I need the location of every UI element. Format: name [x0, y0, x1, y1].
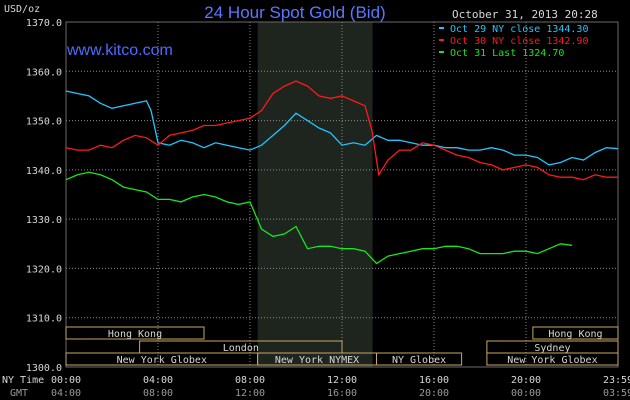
x-tick-label-ny: 16:00: [419, 375, 449, 386]
y-tick-label: 1350.0: [26, 117, 62, 128]
plot-frame: [65, 21, 619, 368]
series-line-2: [65, 171, 573, 265]
legend-entry: Oct 30 NY close 1342.90: [450, 36, 588, 47]
chart-title: 24 Hour Spot Gold (Bid): [204, 3, 385, 22]
x-tick-label-gmt: 00:00: [511, 388, 541, 399]
x-tick-label-ny: 00:00: [51, 375, 81, 386]
y-axis-ticks: 1300.0 1310.0 1320.0 1330.0 1340.0 1350.0 1360…: [26, 18, 62, 374]
x-row-label-gmt: GMT: [10, 388, 28, 399]
session-label: New York Globex: [507, 355, 597, 366]
x-tick-label-ny: 23:59: [603, 375, 630, 386]
y-tick-label: 1370.0: [26, 18, 62, 29]
x-tick-label-ny: 12:00: [327, 375, 357, 386]
y-tick-label: 1310.0: [26, 314, 62, 325]
session-box: [376, 352, 463, 366]
series-lines: [65, 80, 619, 265]
y-axis-label: USD/oz: [4, 4, 40, 15]
x-tick-label-ny: 08:00: [235, 375, 265, 386]
legend-entry: Oct 29 NY close 1344.30: [450, 24, 588, 35]
session-label: New York NYMEX: [275, 355, 359, 366]
session-box: [486, 352, 619, 366]
nymex-shaded-area: [257, 22, 373, 367]
y-tick-label: 1300.0: [26, 363, 62, 374]
legend-swatch: [439, 39, 444, 41]
x-tick-label-gmt: 12:00: [235, 388, 265, 399]
series-line-0: [65, 90, 619, 166]
x-tick-label-gmt: 20:00: [419, 388, 449, 399]
x-tick-label-gmt: 08:00: [143, 388, 173, 399]
session-box: [532, 326, 619, 340]
y-tick-label: 1330.0: [26, 215, 62, 226]
x-axis-ticks: 00:00 04:00 04:00 08:00 08:00 12:00 12:00 16:00…: [51, 375, 630, 399]
date-stamp: October 31, 2013 20:28: [452, 8, 598, 21]
legend-entry: Oct 31 Last 1324.70: [450, 48, 564, 59]
x-tick-label-ny: 04:00: [143, 375, 173, 386]
x-row-label-ny: NY Time: [2, 375, 44, 386]
x-tick-label-ny: 20:00: [511, 375, 541, 386]
session-label: Hong Kong: [548, 329, 602, 340]
legend-swatch: [439, 27, 444, 29]
x-tick-label-gmt: 16:00: [327, 388, 357, 399]
grid-lines: [65, 21, 619, 368]
x-tick-label-gmt: 04:00: [51, 388, 81, 399]
session-label: Sydney: [534, 343, 570, 354]
session-label: NY Globex: [392, 355, 446, 366]
y-tick-label: 1320.0: [26, 264, 62, 275]
session-label: London: [223, 343, 259, 354]
session-box: [65, 326, 205, 340]
y-tick-label: 1340.0: [26, 166, 62, 177]
session-label: Hong Kong: [108, 329, 162, 340]
x-tick-label-gmt: 03:59: [603, 388, 630, 399]
series-line-1: [65, 80, 618, 181]
watermark: www.kitco.com: [66, 42, 173, 59]
legend-swatch: [439, 51, 444, 53]
session-label: New York Globex: [117, 355, 207, 366]
y-tick-label: 1360.0: [26, 67, 62, 78]
